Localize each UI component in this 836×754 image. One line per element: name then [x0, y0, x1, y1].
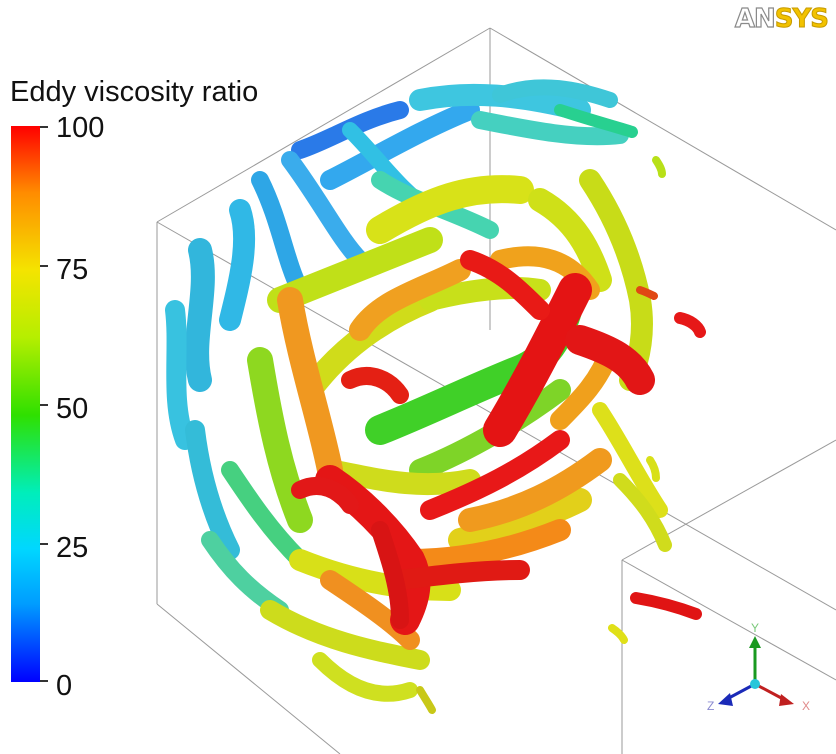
vortex-structures	[165, 79, 706, 714]
colorbar-tick	[40, 265, 48, 267]
colorbar-tick	[40, 126, 48, 128]
colorbar-tick	[40, 404, 48, 406]
colorbar-tick-label: 75	[56, 254, 89, 286]
colorbar-tick-label: 0	[56, 670, 73, 702]
axis-triad	[718, 636, 794, 706]
axis-z-label: Z	[707, 699, 714, 713]
colorbar-tick	[40, 543, 48, 545]
colorbar-tick-label: 50	[56, 393, 89, 425]
axis-y-label: Y	[751, 621, 759, 635]
legend-title: Eddy viscosity ratio	[10, 76, 259, 108]
colorbar-tick-label: 25	[56, 532, 89, 564]
colorbar	[11, 126, 40, 682]
colorbar-tick	[40, 680, 48, 682]
axis-x-label: X	[802, 699, 810, 713]
ansys-logo: ANSYS	[734, 3, 829, 34]
colorbar-tick-label: 100	[56, 112, 105, 144]
